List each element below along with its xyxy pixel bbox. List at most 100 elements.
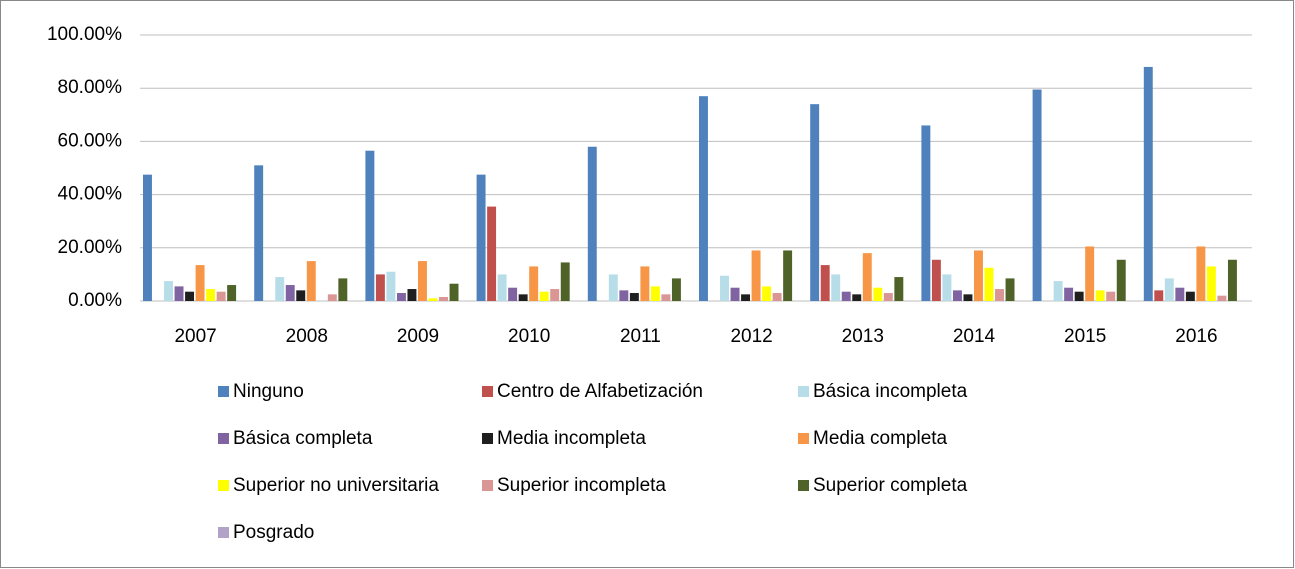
bar xyxy=(529,266,539,301)
bar xyxy=(327,294,337,301)
bar xyxy=(1196,246,1206,301)
x-tick-label: 2007 xyxy=(174,326,216,347)
bar xyxy=(1227,259,1237,301)
bar xyxy=(852,294,862,301)
bar xyxy=(1217,295,1227,301)
bar xyxy=(661,294,671,301)
bar xyxy=(428,298,438,301)
bar xyxy=(720,275,729,301)
bar xyxy=(227,285,237,301)
bar xyxy=(439,297,448,301)
bar xyxy=(629,293,639,301)
bar xyxy=(306,261,316,301)
legend-swatch xyxy=(482,480,493,491)
bar xyxy=(375,274,385,301)
bar xyxy=(497,274,507,301)
bar xyxy=(883,293,893,301)
bar xyxy=(1206,266,1216,301)
legend-swatch xyxy=(798,386,809,397)
bar xyxy=(338,278,348,301)
legend-swatch xyxy=(218,433,229,444)
bar xyxy=(894,277,904,301)
bar xyxy=(1185,291,1195,301)
x-tick-label: 2011 xyxy=(620,326,661,347)
bar xyxy=(1085,246,1095,301)
bar xyxy=(174,286,184,301)
y-tick-label: 80.00% xyxy=(58,77,123,98)
bar xyxy=(487,206,497,301)
bar xyxy=(254,165,264,301)
x-tick-label: 2010 xyxy=(508,326,550,347)
bar xyxy=(365,150,375,301)
legend-swatch xyxy=(218,527,229,538)
legend-label: Básica completa xyxy=(233,428,373,449)
legend-swatch xyxy=(482,433,493,444)
bar xyxy=(1053,281,1063,301)
bar xyxy=(1164,278,1174,301)
x-tick-label: 2008 xyxy=(286,326,328,347)
legend-label: Ninguno xyxy=(233,381,304,402)
bar xyxy=(772,293,782,301)
y-tick-label: 100.00% xyxy=(47,24,122,45)
bar xyxy=(418,261,427,301)
bar xyxy=(831,274,841,301)
y-tick-label: 20.00% xyxy=(58,237,123,258)
bar xyxy=(1175,287,1185,301)
bar xyxy=(762,286,772,301)
legend-swatch xyxy=(798,433,809,444)
bar xyxy=(671,278,681,301)
bar xyxy=(862,253,872,301)
bar xyxy=(619,290,629,301)
bar xyxy=(650,286,660,301)
bar xyxy=(216,291,226,301)
bar xyxy=(560,262,570,301)
legend-label: Media incompleta xyxy=(497,428,646,449)
x-tick-label: 2016 xyxy=(1175,326,1217,347)
bar xyxy=(1032,89,1042,301)
bar xyxy=(195,265,205,301)
bar xyxy=(810,104,820,301)
bar xyxy=(1064,287,1074,301)
bar xyxy=(608,274,618,301)
x-tick-label: 2013 xyxy=(842,326,884,347)
bar xyxy=(164,281,173,301)
bar xyxy=(275,277,285,301)
x-tick-label: 2014 xyxy=(953,326,996,347)
legend-label: Superior completa xyxy=(813,475,968,496)
bar xyxy=(1154,290,1164,301)
bar xyxy=(730,287,740,301)
y-tick-label: 60.00% xyxy=(58,130,123,151)
legend-label: Superior no universitaria xyxy=(233,475,439,496)
bar xyxy=(1106,291,1116,301)
bar xyxy=(640,266,650,301)
bar xyxy=(476,174,486,301)
bar xyxy=(143,174,152,301)
bar xyxy=(963,294,973,301)
bar xyxy=(1074,291,1084,301)
bar xyxy=(931,259,941,301)
bar xyxy=(449,283,459,301)
x-tick-label: 2009 xyxy=(397,326,439,347)
legend-label: Centro de Alfabetización xyxy=(497,381,703,402)
bar xyxy=(407,289,417,301)
y-tick-label: 0.00% xyxy=(68,290,122,311)
legend-swatch xyxy=(482,386,493,397)
x-tick-label: 2012 xyxy=(730,326,772,347)
bar xyxy=(1143,66,1153,301)
bar xyxy=(285,285,295,301)
bar xyxy=(185,291,195,301)
legend-label: Superior incompleta xyxy=(497,475,666,496)
bar xyxy=(1095,290,1105,301)
legend-swatch xyxy=(798,480,809,491)
bar xyxy=(841,291,851,301)
legend-swatch xyxy=(218,480,229,491)
bar xyxy=(206,289,216,301)
bar xyxy=(518,294,528,301)
bar xyxy=(1005,278,1015,301)
bar xyxy=(995,289,1004,301)
legend-swatch xyxy=(218,386,229,397)
legend-label: Posgrado xyxy=(233,522,314,543)
bar xyxy=(539,291,549,301)
bar xyxy=(508,287,518,301)
